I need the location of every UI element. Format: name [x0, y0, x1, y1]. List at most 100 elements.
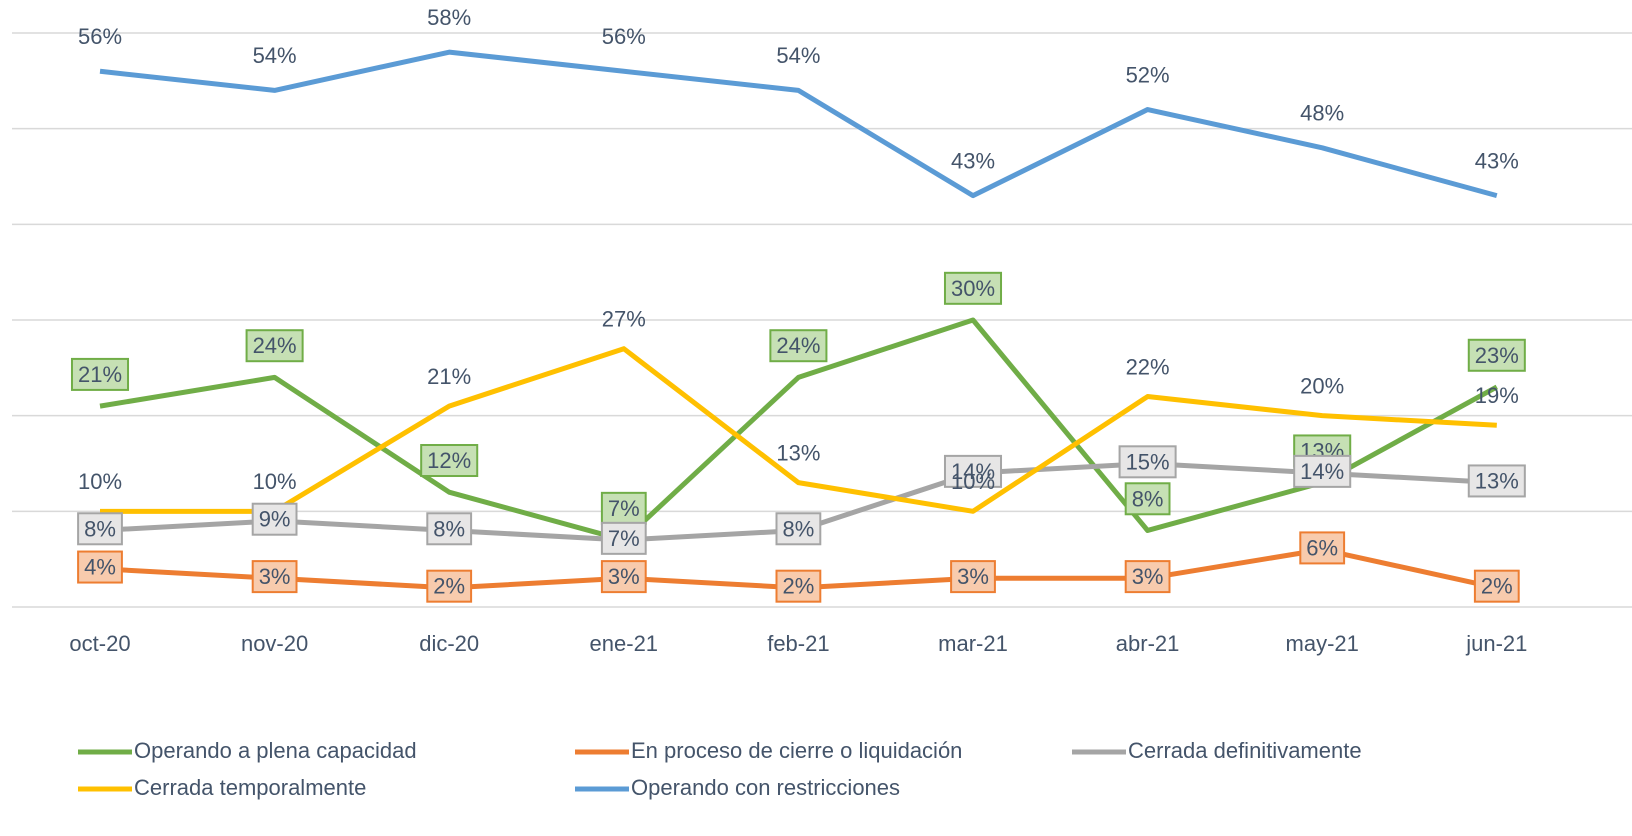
data-label-text: 24%	[253, 333, 297, 358]
data-label: 19%	[1475, 383, 1519, 408]
data-label-text: 13%	[1475, 468, 1519, 493]
label-box	[426, 512, 473, 546]
x-tick-label: mar-21	[938, 631, 1008, 656]
data-label-text: 54%	[253, 43, 297, 68]
data-label: 43%	[1475, 148, 1519, 173]
data-label: 3%	[950, 560, 996, 594]
data-label-text: 2%	[433, 574, 465, 599]
label-box	[1118, 445, 1177, 479]
data-label-text: 22%	[1126, 354, 1170, 379]
data-label-text: 19%	[1475, 383, 1519, 408]
data-label-text: 10%	[78, 469, 122, 494]
data-label-text: 2%	[1481, 574, 1513, 599]
label-box	[251, 502, 298, 536]
data-label: 7%	[600, 491, 647, 525]
data-label-text: 23%	[1475, 343, 1519, 368]
data-label: 2%	[775, 569, 822, 603]
x-tick-label: abr-21	[1116, 631, 1180, 656]
data-label: 10%	[951, 469, 995, 494]
data-label-text: 3%	[1132, 564, 1164, 589]
x-tick-label: oct-20	[69, 631, 130, 656]
data-label: 15%	[1118, 445, 1177, 479]
x-tick-label: ene-21	[590, 631, 659, 656]
data-label-text: 3%	[259, 564, 291, 589]
label-box	[950, 560, 996, 594]
data-label: 54%	[253, 43, 297, 68]
data-label-text: 3%	[957, 564, 989, 589]
label-box	[600, 521, 647, 555]
data-label-text: 8%	[84, 516, 116, 541]
data-label: 10%	[253, 469, 297, 494]
label-box	[943, 454, 1003, 488]
label-box	[77, 512, 123, 546]
label-box	[426, 569, 473, 603]
data-label: 58%	[427, 5, 471, 30]
label-box	[77, 550, 123, 584]
data-label-text: 43%	[951, 148, 995, 173]
x-tick-label: nov-20	[241, 631, 308, 656]
data-label-text: 21%	[427, 364, 471, 389]
data-label-text: 56%	[78, 24, 122, 49]
data-label: 8%	[426, 512, 473, 546]
label-box	[1293, 454, 1352, 488]
label-box	[1124, 482, 1171, 516]
label-box	[943, 271, 1003, 305]
label-box	[1467, 464, 1526, 498]
data-label-text: 58%	[427, 5, 471, 30]
data-label: 9%	[251, 502, 298, 536]
data-label-text: 8%	[783, 516, 815, 541]
data-label: 3%	[600, 560, 647, 594]
data-label: 56%	[78, 24, 122, 49]
series-line	[99, 317, 1499, 543]
data-label-text: 10%	[253, 469, 297, 494]
data-label: 21%	[70, 357, 130, 391]
data-label-text: 7%	[608, 526, 640, 551]
label-box	[1299, 531, 1346, 565]
data-label: 52%	[1126, 62, 1170, 87]
label-box	[1467, 338, 1526, 372]
data-label-text: 43%	[1475, 148, 1519, 173]
label-box	[600, 491, 647, 525]
data-label: 43%	[951, 148, 995, 173]
data-label-text: 12%	[427, 448, 471, 473]
data-label: 24%	[245, 329, 304, 363]
x-tick-label: may-21	[1286, 631, 1359, 656]
data-label-text: 8%	[1132, 486, 1164, 511]
data-label: 2%	[1473, 569, 1520, 603]
data-label: 13%	[776, 440, 820, 465]
data-label: 48%	[1300, 101, 1344, 126]
series-line	[99, 49, 1498, 199]
label-box	[245, 329, 304, 363]
data-label: 8%	[1124, 482, 1171, 516]
data-label: 14%	[943, 454, 1003, 488]
data-label-text: 3%	[608, 564, 640, 589]
data-label: 3%	[251, 560, 298, 594]
legend-label: Operando con restricciones	[631, 775, 900, 800]
data-label-text: 30%	[951, 276, 995, 301]
label-box	[600, 560, 647, 594]
data-label: 13%	[1467, 464, 1526, 498]
data-label: 8%	[775, 512, 822, 546]
data-label: 8%	[77, 512, 123, 546]
data-label: 24%	[769, 329, 828, 363]
data-label: 10%	[78, 469, 122, 494]
data-label: 7%	[600, 521, 647, 555]
data-label: 22%	[1126, 354, 1170, 379]
data-label-text: 48%	[1300, 101, 1344, 126]
data-label: 12%	[420, 444, 479, 478]
data-label-text: 13%	[776, 440, 820, 465]
series-line	[100, 346, 1497, 514]
label-box	[251, 560, 298, 594]
x-tick-label: dic-20	[419, 631, 479, 656]
label-box	[775, 512, 822, 546]
data-label-text: 52%	[1126, 62, 1170, 87]
data-label-text: 4%	[84, 555, 116, 580]
x-tick-label: feb-21	[767, 631, 829, 656]
data-label-text: 2%	[783, 574, 815, 599]
data-label-text: 27%	[602, 307, 646, 332]
label-box	[1473, 569, 1520, 603]
data-label-text: 15%	[1126, 449, 1170, 474]
label-box	[769, 329, 828, 363]
